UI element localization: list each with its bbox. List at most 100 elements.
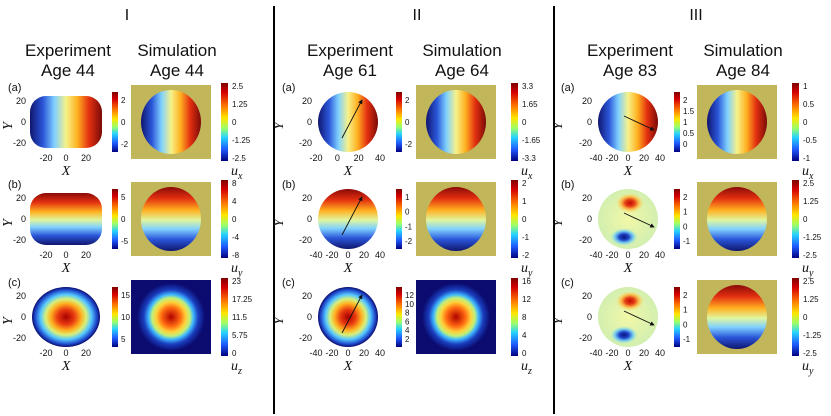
exp-colorbar-tick: 6: [405, 317, 410, 326]
exp-y-tick: 0: [21, 117, 26, 127]
exp-colorbar-tick: 8: [405, 309, 410, 318]
exp-colorbar-tick: 1.5: [683, 107, 695, 116]
experiment-map: [30, 96, 102, 148]
exp-y-tick: 20: [302, 291, 312, 301]
sim-colorbar-tick: 1.25: [803, 295, 819, 304]
exp-x-tick: -20: [39, 153, 52, 163]
exp-colorbar-tick: 0: [405, 118, 410, 127]
exp-x-tick: 40: [375, 153, 385, 163]
row-label: (a): [282, 82, 295, 94]
exp-x-tick: 20: [81, 250, 91, 260]
exp-x-tick: -40: [589, 348, 602, 358]
exp-x-tick: 0: [335, 153, 340, 163]
exp-colorbar-tick: 0: [121, 215, 126, 224]
y-axis-label: Y: [551, 217, 566, 227]
simulation-map: [707, 90, 767, 154]
exp-colorbar-tick: 1: [683, 208, 688, 217]
sim-colorbar: [221, 180, 228, 258]
sim-colorbar-tick: -1.25: [232, 136, 251, 145]
sim-colorbar-tick: 1: [522, 197, 527, 206]
y-axis-label: Y: [1, 120, 16, 130]
sim-colorbar-tick: 0: [232, 349, 237, 358]
sim-colorbar-tick: -1: [803, 154, 811, 163]
component-label: uz: [231, 359, 242, 377]
exp-y-tick: 0: [587, 214, 592, 224]
exp-colorbar-tick: 12: [405, 291, 414, 300]
exp-y-tick: -20: [13, 333, 26, 343]
direction-arrow: [623, 212, 655, 228]
exp-colorbar-tick: 0: [683, 320, 688, 329]
experiment-blue-lobe: [610, 228, 638, 246]
x-axis-label: X: [343, 359, 353, 374]
exp-colorbar-tick: 0: [683, 140, 688, 149]
exp-x-tick: -20: [605, 250, 618, 260]
exp-colorbar-tick: -2: [405, 237, 413, 246]
exp-colorbar: [112, 287, 118, 347]
x-axis-label: X: [61, 261, 71, 276]
exp-colorbar-tick: 2: [405, 335, 410, 344]
exp-y-tick: 0: [587, 117, 592, 127]
sim-colorbar-tick: -2.5: [803, 251, 817, 260]
exp-colorbar: [396, 287, 402, 347]
sim-colorbar: [511, 278, 518, 356]
exp-y-tick: 0: [307, 214, 312, 224]
exp-x-tick: 40: [375, 348, 385, 358]
row-label: (b): [8, 179, 21, 191]
exp-x-tick: 0: [63, 250, 68, 260]
exp-x-tick: -40: [309, 250, 322, 260]
row-label: (b): [561, 179, 574, 191]
y-axis-label: Y: [272, 217, 287, 227]
exp-colorbar-tick: 0: [405, 208, 410, 217]
y-axis-label: Y: [1, 217, 16, 227]
exp-x-tick: 0: [345, 250, 350, 260]
sim-colorbar-tick: 16: [522, 277, 531, 286]
exp-colorbar-tick: 0: [121, 118, 126, 127]
experiment-map: [32, 287, 100, 347]
exp-x-tick: 40: [655, 348, 665, 358]
component-subscript: y: [527, 268, 533, 279]
simulation-map: [422, 283, 490, 351]
exp-x-tick: 20: [359, 348, 369, 358]
x-axis-label: X: [343, 164, 353, 179]
sim-colorbar-tick: 0: [803, 215, 808, 224]
exp-colorbar-tick: -2: [405, 140, 413, 149]
exp-x-tick: -20: [39, 348, 52, 358]
x-axis-label: X: [61, 359, 71, 374]
exp-x-tick: 40: [375, 250, 385, 260]
sim-colorbar-tick: -3.3: [522, 154, 536, 163]
sim-colorbar-tick: -2.5: [232, 154, 246, 163]
exp-x-tick: -40: [589, 153, 602, 163]
exp-colorbar-tick: 10: [121, 313, 130, 322]
row-label: (a): [561, 82, 574, 94]
exp-colorbar-tick: 5: [121, 335, 126, 344]
row-label: (c): [8, 277, 21, 289]
sim-colorbar-tick: 8: [522, 313, 527, 322]
direction-arrow: [623, 115, 655, 131]
exp-y-tick: 20: [302, 193, 312, 203]
direction-arrow: [341, 294, 363, 334]
component-subscript: y: [808, 366, 814, 377]
exp-colorbar-tick: 2: [683, 193, 688, 202]
component-subscript: z: [527, 366, 532, 377]
exp-y-tick: 0: [307, 117, 312, 127]
sim-colorbar-tick: -1.65: [522, 136, 541, 145]
sim-colorbar-tick: 0: [522, 349, 527, 358]
group-numeral: II: [413, 7, 422, 24]
exp-x-tick: 20: [639, 153, 649, 163]
exp-colorbar-tick: 15: [121, 291, 130, 300]
exp-colorbar-tick: -1: [683, 335, 691, 344]
exp-y-tick: 20: [302, 96, 312, 106]
exp-x-tick: 40: [655, 153, 665, 163]
experiment-map: [318, 287, 378, 347]
x-axis-label: X: [623, 359, 633, 374]
x-axis-label: X: [623, 261, 633, 276]
simulation-map: [707, 187, 767, 251]
experiment-red-lobe: [616, 291, 644, 311]
experiment-age: Age 61: [323, 61, 377, 80]
sim-colorbar: [511, 83, 518, 161]
x-axis-label: X: [623, 164, 633, 179]
exp-colorbar-tick: 1: [683, 118, 688, 127]
exp-x-tick: 20: [359, 250, 369, 260]
